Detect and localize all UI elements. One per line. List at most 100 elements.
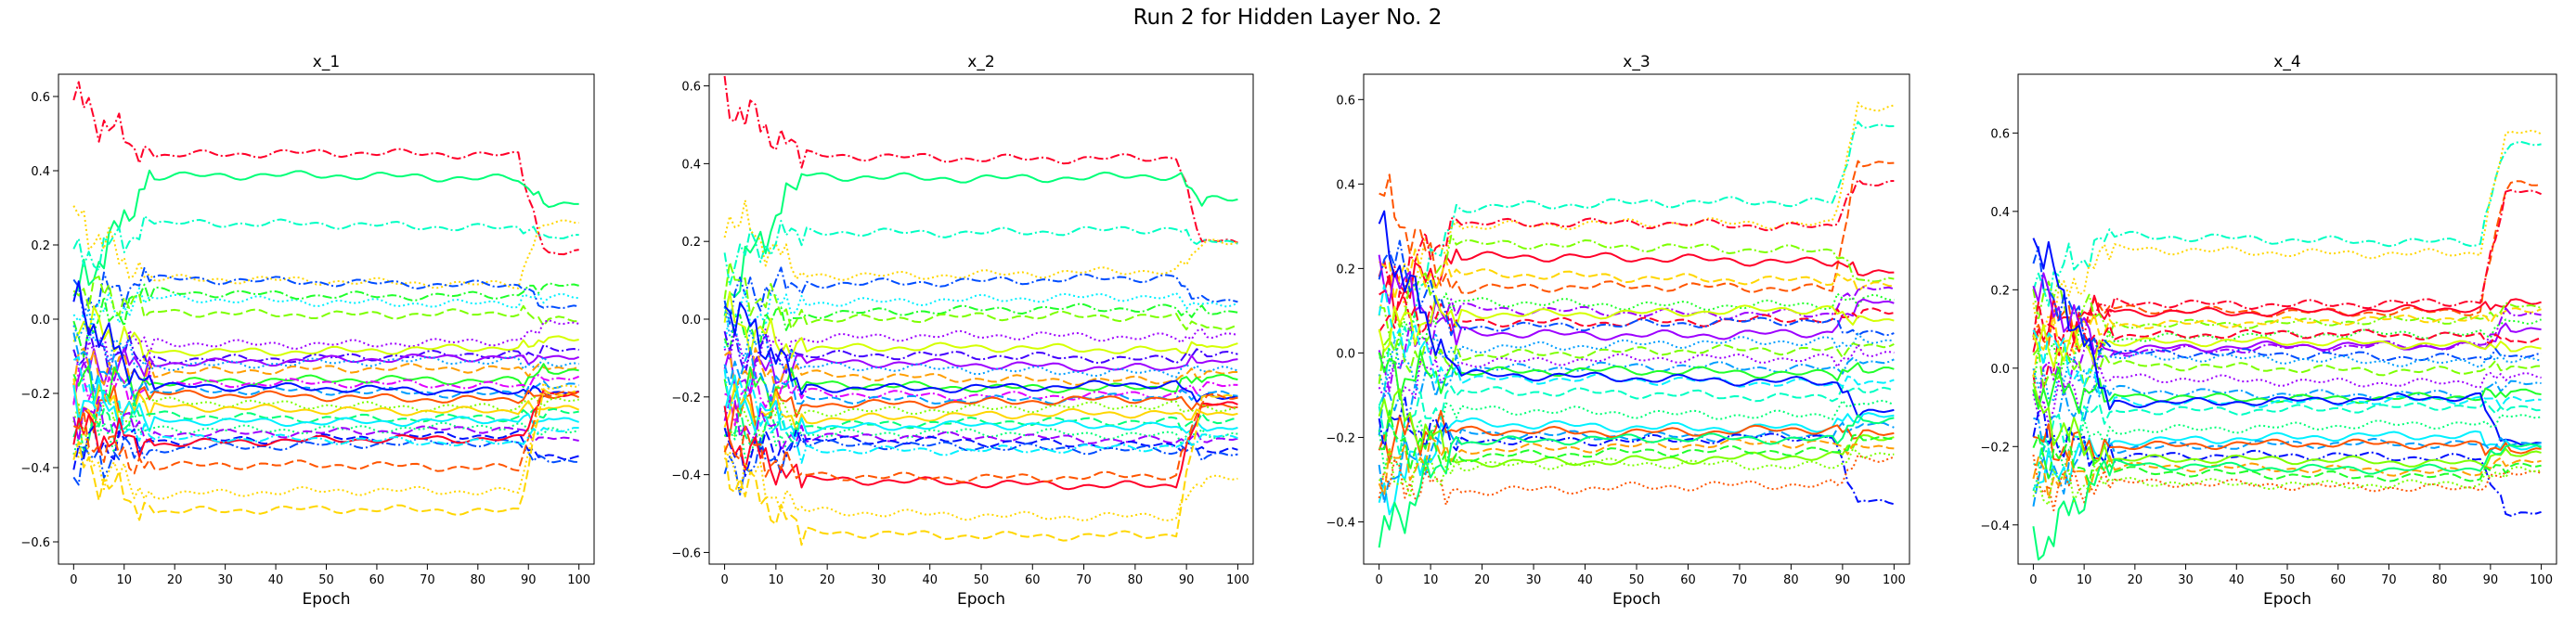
x-tick-label: 90 [2483, 573, 2499, 587]
series-line [723, 366, 1238, 409]
series-line [2032, 329, 2542, 410]
y-tick-label: −0.4 [20, 462, 50, 476]
series-line [72, 307, 579, 373]
series-line [2032, 365, 2542, 425]
series-line [723, 399, 1238, 453]
y-tick-label: 0.0 [681, 314, 701, 328]
y-tick-label: −0.4 [1326, 516, 1355, 530]
y-tick-label: −0.6 [671, 546, 701, 560]
x-tick-label: 50 [318, 573, 334, 587]
series-line [72, 347, 580, 388]
series-line [72, 280, 579, 398]
series-line [72, 394, 579, 440]
series-line [2032, 294, 2542, 353]
x-tick-label: 80 [2432, 573, 2448, 587]
series-line [72, 381, 579, 500]
series-group [2032, 129, 2543, 561]
series-line [723, 433, 1238, 496]
series-line [2032, 246, 2542, 362]
series-line [72, 81, 579, 256]
series-line [723, 289, 1238, 349]
y-tick-label: 0.4 [31, 165, 50, 179]
series-line [723, 401, 1238, 491]
series-line [724, 388, 1238, 437]
x-axis-label: Epoch [2263, 590, 2311, 609]
x-tick-label: 90 [1835, 573, 1851, 587]
x-axis-label: Epoch [302, 590, 350, 609]
series-line [1378, 239, 1895, 337]
y-tick-label: −0.2 [671, 392, 701, 405]
x-tick-label: 100 [2530, 573, 2553, 587]
series-line [72, 355, 579, 447]
x-tick-label: 100 [567, 573, 590, 587]
x-tick-label: 0 [2029, 573, 2037, 587]
series-line [2032, 188, 2542, 409]
series-line [72, 395, 579, 443]
series-line [1379, 409, 1895, 471]
series-line [1378, 178, 1895, 293]
x-tick-label: 30 [2178, 573, 2194, 587]
subplot-x3: x_3 0 10 20 30 40 50 60 70 80 90 100 −0.4 −0.2 0.0 0.2 0… [1326, 53, 1910, 609]
x-tick-label: 30 [217, 573, 233, 587]
series-line [723, 369, 1238, 464]
x-tick-label: 0 [1376, 573, 1383, 587]
series-line [1378, 330, 1895, 384]
x-tick-label: 10 [1423, 573, 1439, 587]
y-tick-label: 0.6 [31, 91, 50, 105]
series-line [1378, 421, 1895, 505]
subplot-title: x_3 [1623, 53, 1650, 71]
series-line [72, 389, 579, 458]
series-line [723, 347, 1238, 392]
x-tick-label: 70 [1076, 573, 1092, 587]
series-line [723, 374, 1238, 438]
series-line [72, 401, 579, 452]
series-line [1378, 395, 1895, 506]
series-line [1378, 454, 1895, 507]
y-tick-label: −0.2 [1980, 441, 2010, 455]
series-line [2032, 436, 2542, 508]
series-line [2032, 414, 2542, 492]
x-tick-label: 30 [871, 573, 887, 587]
series-line [1379, 292, 1895, 371]
series-line [72, 435, 579, 486]
series-line [723, 427, 1238, 478]
series-line [1378, 121, 1895, 406]
series-line [72, 282, 579, 358]
series-line [2032, 279, 2542, 337]
series-line [2032, 443, 2543, 561]
series-line [723, 75, 1238, 244]
y-tick-label: 0.4 [1336, 178, 1355, 192]
series-line [1378, 210, 1895, 418]
series-line [723, 261, 1238, 331]
x-tick-label: 10 [769, 573, 784, 587]
x-tick-label: 100 [1226, 573, 1249, 587]
series-line [72, 305, 579, 362]
y-tick-label: −0.4 [671, 469, 701, 483]
series-line [2032, 465, 2542, 506]
series-line [723, 346, 1238, 405]
y-tick-label: −0.2 [1326, 431, 1355, 445]
series-line [2032, 346, 2542, 390]
series-line [72, 425, 579, 470]
series-line [2033, 400, 2542, 467]
y-tick-label: 0.6 [1990, 127, 2010, 141]
series-line [723, 219, 1238, 287]
x-tick-label: 70 [2381, 573, 2397, 587]
series-line [72, 346, 580, 405]
series-line [72, 378, 580, 424]
series-line [1379, 234, 1895, 338]
series-line [723, 330, 1238, 376]
x-tick-label: 60 [1680, 573, 1696, 587]
x-tick-label: 20 [820, 573, 835, 587]
series-line [1378, 248, 1895, 301]
subplot-title: x_1 [313, 53, 340, 71]
series-line [723, 199, 1238, 281]
x-tick-label: 40 [2229, 573, 2245, 587]
series-line [1378, 412, 1895, 516]
y-tick-label: −0.6 [20, 536, 50, 550]
series-line [1378, 101, 1895, 316]
subplot-title: x_2 [967, 53, 994, 71]
series-line [723, 348, 1238, 394]
series-line [2032, 430, 2542, 490]
